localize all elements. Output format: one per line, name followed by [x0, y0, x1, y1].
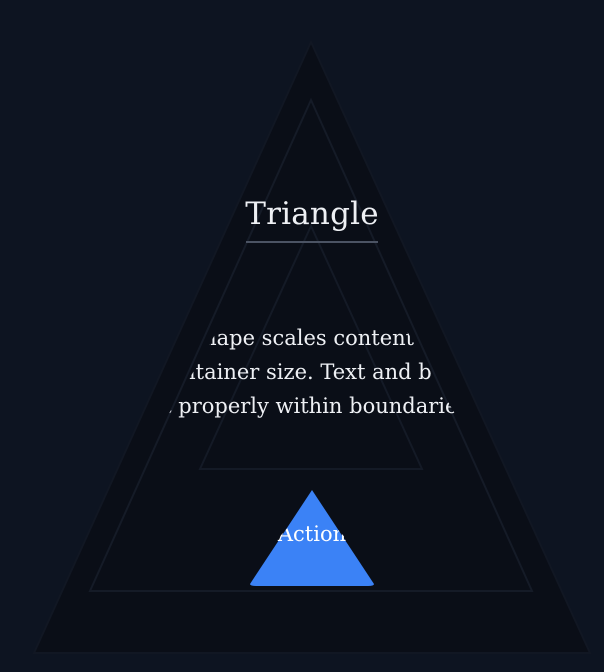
action-button-label: Action [277, 522, 347, 546]
description-line: fit properly within boundaries. [149, 394, 475, 418]
card-title: Triangle [245, 196, 379, 232]
title-underline [246, 241, 378, 243]
middle-triangle-outline [88, 97, 534, 592]
inner-triangle-outline [198, 223, 424, 470]
outer-triangle [32, 39, 592, 654]
action-button[interactable]: Action [250, 490, 374, 588]
triangle-button-icon [250, 490, 374, 586]
